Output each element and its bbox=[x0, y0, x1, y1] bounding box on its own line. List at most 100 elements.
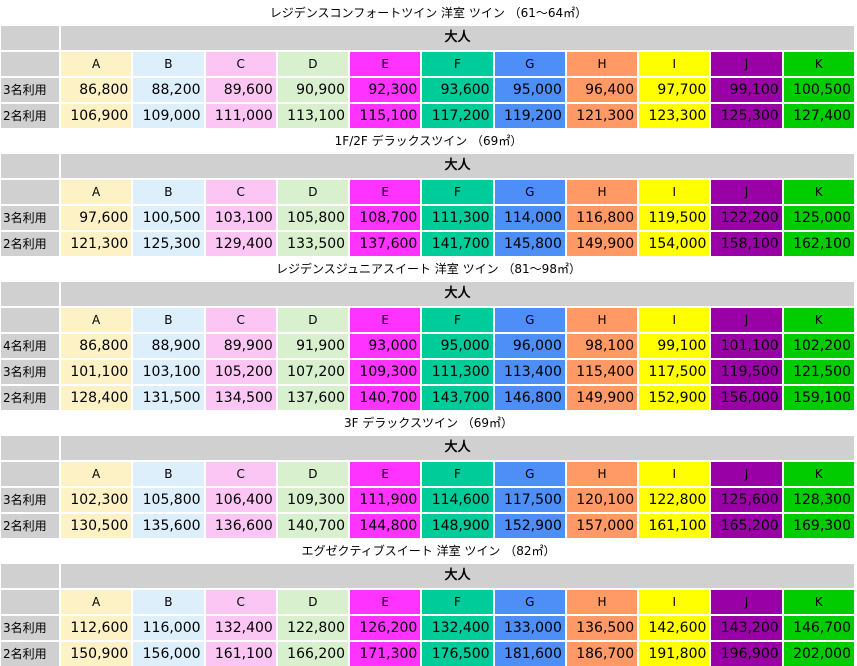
price-cell: 186,700 bbox=[566, 642, 638, 666]
price-cell: 96,400 bbox=[566, 78, 638, 102]
price-cell: 154,000 bbox=[639, 232, 710, 256]
price-cell: 116,800 bbox=[566, 206, 638, 230]
price-cell: 103,100 bbox=[133, 360, 204, 384]
price-cell: 97,700 bbox=[639, 78, 710, 102]
price-cell: 115,400 bbox=[566, 360, 638, 384]
column-header-d: D bbox=[277, 308, 349, 332]
price-cell: 121,500 bbox=[783, 360, 854, 384]
price-cell: 169,300 bbox=[783, 514, 854, 538]
rate-section: レジデンスジュニアスイート 洋室 ツイン （81～98㎡） 大人 A B C D E F G H I… bbox=[0, 256, 857, 410]
column-header-i: I bbox=[639, 462, 710, 486]
corner-cell bbox=[1, 154, 59, 178]
column-header-j: J bbox=[711, 462, 782, 486]
price-cell: 100,500 bbox=[783, 78, 854, 102]
rate-table: 大人 A B C D E F G H I J K 3名利用 112,600 116,000 132,400 12… bbox=[0, 564, 856, 666]
price-cell: 90,900 bbox=[277, 78, 349, 102]
price-cell: 119,500 bbox=[711, 360, 782, 384]
column-header-g: G bbox=[494, 180, 565, 204]
column-header-g: G bbox=[494, 308, 565, 332]
column-header-c: C bbox=[205, 52, 276, 76]
adult-header-row: 大人 bbox=[1, 154, 854, 178]
price-cell: 191,800 bbox=[639, 642, 710, 666]
price-cell: 114,000 bbox=[494, 206, 565, 230]
price-cell: 102,200 bbox=[783, 334, 854, 358]
table-row: 3名利用 102,300 105,800 106,400 109,300 111,900 1… bbox=[1, 488, 854, 512]
column-header-h: H bbox=[566, 308, 638, 332]
column-header-f: F bbox=[422, 180, 493, 204]
price-cell: 152,900 bbox=[494, 514, 565, 538]
price-cell: 107,200 bbox=[277, 360, 349, 384]
price-cell: 119,500 bbox=[639, 206, 710, 230]
price-cell: 122,200 bbox=[711, 206, 782, 230]
price-cell: 144,800 bbox=[350, 514, 421, 538]
price-cell: 98,100 bbox=[566, 334, 638, 358]
column-header-k: K bbox=[783, 590, 854, 614]
price-cell: 158,100 bbox=[711, 232, 782, 256]
column-header-a: A bbox=[61, 52, 132, 76]
price-cell: 96,000 bbox=[494, 334, 565, 358]
column-header-d: D bbox=[277, 52, 349, 76]
occupancy-label: 3名利用 bbox=[1, 206, 59, 230]
column-header-d: D bbox=[277, 462, 349, 486]
column-header-d: D bbox=[277, 590, 349, 614]
column-header-g: G bbox=[494, 462, 565, 486]
column-header-h: H bbox=[566, 590, 638, 614]
column-header-a: A bbox=[61, 462, 132, 486]
column-header-h: H bbox=[566, 52, 638, 76]
price-cell: 196,900 bbox=[711, 642, 782, 666]
column-header-c: C bbox=[205, 590, 276, 614]
price-cell: 143,700 bbox=[422, 386, 493, 410]
price-cell: 111,300 bbox=[422, 206, 493, 230]
price-cell: 106,400 bbox=[205, 488, 276, 512]
price-cell: 117,200 bbox=[422, 104, 493, 128]
price-cell: 123,300 bbox=[639, 104, 710, 128]
rate-section: レジデンスコンフォートツイン 洋室 ツイン （61～64㎡） 大人 A B C D E F G H… bbox=[0, 0, 857, 128]
column-header-b: B bbox=[133, 590, 204, 614]
price-cell: 150,900 bbox=[61, 642, 132, 666]
rate-table: 大人 A B C D E F G H I J K 3名利用 86,800 88,200 89,600 90,90… bbox=[0, 26, 856, 128]
price-cell: 148,900 bbox=[422, 514, 493, 538]
price-cell: 132,400 bbox=[422, 616, 493, 640]
column-header-b: B bbox=[133, 308, 204, 332]
column-header-k: K bbox=[783, 52, 854, 76]
occupancy-label: 2名利用 bbox=[1, 642, 59, 666]
price-cell: 117,500 bbox=[639, 360, 710, 384]
price-cell: 129,400 bbox=[205, 232, 276, 256]
price-cell: 171,300 bbox=[350, 642, 421, 666]
table-row: 3名利用 97,600 100,500 103,100 105,800 108,700 11… bbox=[1, 206, 854, 230]
price-cell: 99,100 bbox=[639, 334, 710, 358]
column-header-h: H bbox=[566, 180, 638, 204]
table-row: 3名利用 101,100 103,100 105,200 107,200 109,300 1… bbox=[1, 360, 854, 384]
price-cell: 127,400 bbox=[783, 104, 854, 128]
column-header-j: J bbox=[711, 590, 782, 614]
price-cell: 145,800 bbox=[494, 232, 565, 256]
occupancy-label: 3名利用 bbox=[1, 488, 59, 512]
occupancy-label: 2名利用 bbox=[1, 104, 59, 128]
price-cell: 157,000 bbox=[566, 514, 638, 538]
table-row: 2名利用 106,900 109,000 111,000 113,100 115,100 1… bbox=[1, 104, 854, 128]
column-header-f: F bbox=[422, 52, 493, 76]
column-header-d: D bbox=[277, 180, 349, 204]
corner-cell bbox=[1, 180, 59, 204]
rate-section: エグゼクティブスイート 洋室 ツイン （82㎡） 大人 A B C D E F G H I J K 3名利… bbox=[0, 538, 857, 666]
rate-table: 大人 A B C D E F G H I J K 4名利用 86,800 88,900 89,900 91,90… bbox=[0, 282, 856, 410]
column-header-e: E bbox=[350, 462, 421, 486]
price-cell: 141,700 bbox=[422, 232, 493, 256]
column-header-f: F bbox=[422, 462, 493, 486]
price-cell: 105,800 bbox=[277, 206, 349, 230]
rate-table: 大人 A B C D E F G H I J K 3名利用 102,300 105,800 106,400 10… bbox=[0, 436, 856, 538]
price-cell: 125,300 bbox=[133, 232, 204, 256]
price-cell: 125,000 bbox=[783, 206, 854, 230]
price-cell: 156,000 bbox=[711, 386, 782, 410]
price-cell: 128,400 bbox=[61, 386, 132, 410]
adult-header-row: 大人 bbox=[1, 436, 854, 460]
price-cell: 93,000 bbox=[350, 334, 421, 358]
price-cell: 122,800 bbox=[639, 488, 710, 512]
price-cell: 92,300 bbox=[350, 78, 421, 102]
price-cell: 102,300 bbox=[61, 488, 132, 512]
occupancy-label: 3名利用 bbox=[1, 360, 59, 384]
price-cell: 119,200 bbox=[494, 104, 565, 128]
price-cell: 111,300 bbox=[422, 360, 493, 384]
